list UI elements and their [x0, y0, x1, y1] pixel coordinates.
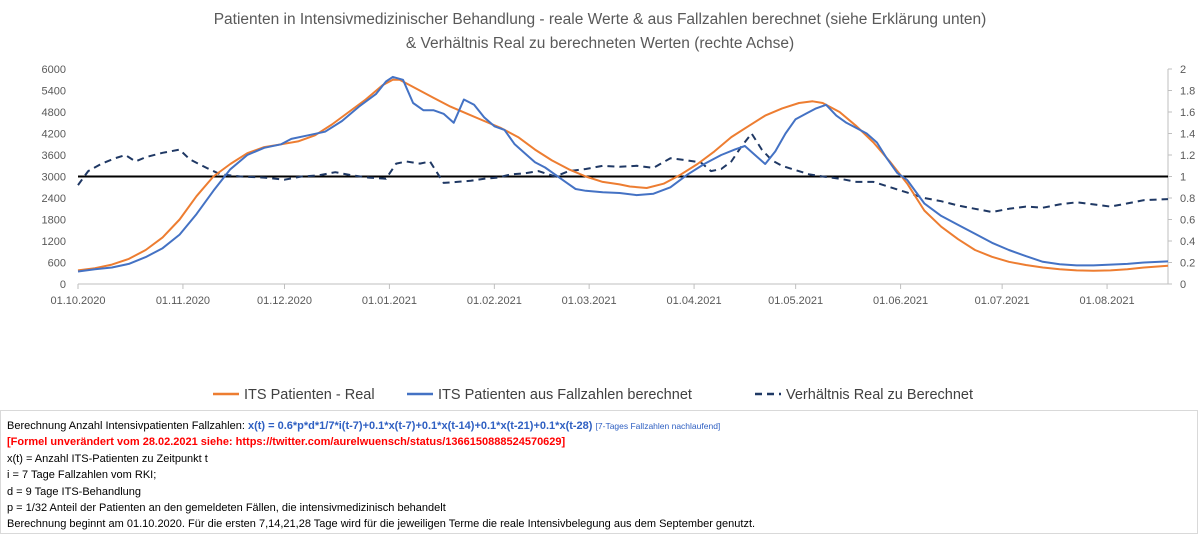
explanation-line-formula: Berechnung Anzahl Intensivpatienten Fall… [7, 418, 1197, 434]
series-line-real [77, 78, 1169, 272]
x-tick-label: 01.06.2021 [873, 295, 928, 307]
y-right-tick-label: 0 [1180, 279, 1186, 291]
formula: x(t) = 0.6*p*d*1/7*i(t-7)+0.1*x(t-7)+0.1… [247, 420, 593, 432]
x-tick-label: 01.10.2020 [50, 295, 105, 307]
y-right-tick-label: 2 [1180, 64, 1186, 76]
x-tick-label: 01.02.2021 [467, 295, 522, 307]
y-right-tick-label: 0.8 [1180, 193, 1195, 205]
y-left-tick-label: 1200 [42, 236, 66, 248]
x-tick-label: 01.11.2020 [156, 295, 210, 307]
y-left-tick-label: 5400 [42, 86, 66, 98]
y-right-tick-label: 1.4 [1180, 129, 1195, 141]
x-tick-label: 01.05.2021 [768, 295, 823, 307]
chart: Patienten in Intensivmedizinischer Behan… [42, 11, 1196, 403]
x-tick-label: 01.01.2021 [362, 295, 417, 307]
x-tick-label: 01.07.2021 [975, 295, 1030, 307]
y-right-tick-label: 0.2 [1180, 258, 1195, 270]
y-right-tick-label: 1.8 [1180, 86, 1195, 98]
y-left-tick-label: 1800 [42, 215, 66, 227]
x-tick-label: 01.12.2020 [257, 295, 312, 307]
x-tick-label: 01.08.2021 [1080, 295, 1135, 307]
legend-label-real: ITS Patienten - Real [244, 387, 375, 403]
y-right-tick-label: 1.6 [1180, 107, 1195, 119]
x-tick-label: 01.03.2021 [562, 295, 617, 307]
y-left-tick-label: 4200 [42, 129, 66, 141]
y-left-tick-label: 0 [60, 279, 66, 291]
y-left-tick-label: 600 [48, 258, 66, 270]
y-left-tick-label: 3000 [42, 172, 66, 184]
explanation-line-p: p = 1/32 Anteil der Patienten an den gem… [7, 502, 446, 515]
y-left-tick-label: 6000 [42, 64, 66, 76]
chart-title-line1: Patienten in Intensivmedizinischer Behan… [214, 11, 987, 28]
legend-label-calculated: ITS Patienten aus Fallzahlen berechnet [438, 387, 692, 403]
formula-prefix: Berechnung Anzahl Intensivpatienten Fall… [7, 420, 248, 432]
y-right-tick-label: 0.6 [1180, 215, 1195, 227]
series-layer [77, 75, 1169, 273]
explanation-line-xt: x(t) = Anzahl ITS-Patienten zu Zeitpunkt… [7, 452, 208, 465]
y-right-tick-label: 1 [1180, 172, 1186, 184]
y-left-tick-label: 2400 [42, 193, 66, 205]
explanation-line-i: i = 7 Tage Fallzahlen vom RKI; [7, 469, 157, 482]
formula-note: [7-Tages Fallzahlen nachlaufend] [595, 421, 721, 431]
legend-label-ratio: Verhältnis Real zu Berechnet [786, 387, 973, 403]
x-tick-label: 01.04.2021 [667, 295, 722, 307]
explanation-line-start: Berechnung beginnt am 01.10.2020. Für di… [7, 518, 756, 531]
y-left-tick-label: 4800 [42, 107, 66, 119]
legend: ITS Patienten - Real ITS Patienten aus F… [213, 387, 973, 403]
explanation-line-d: d = 9 Tage ITS-Behandlung [7, 485, 142, 498]
explanation-box: Berechnung Anzahl Intensivpatienten Fall… [0, 410, 1198, 534]
y-left-tick-label: 3600 [42, 150, 66, 162]
series-line-calculated [77, 75, 1169, 273]
series-line-ratio [77, 132, 1169, 213]
y-right-tick-label: 1.2 [1180, 150, 1195, 162]
axes: 6000540048004200360030002400180012006000… [42, 64, 1196, 307]
explanation-line-link: [Formel unverändert vom 28.02.2021 siehe… [7, 436, 566, 449]
chart-title-line2: & Verhältnis Real zu berechneten Werten … [406, 35, 794, 52]
y-right-tick-label: 0.4 [1180, 236, 1195, 248]
